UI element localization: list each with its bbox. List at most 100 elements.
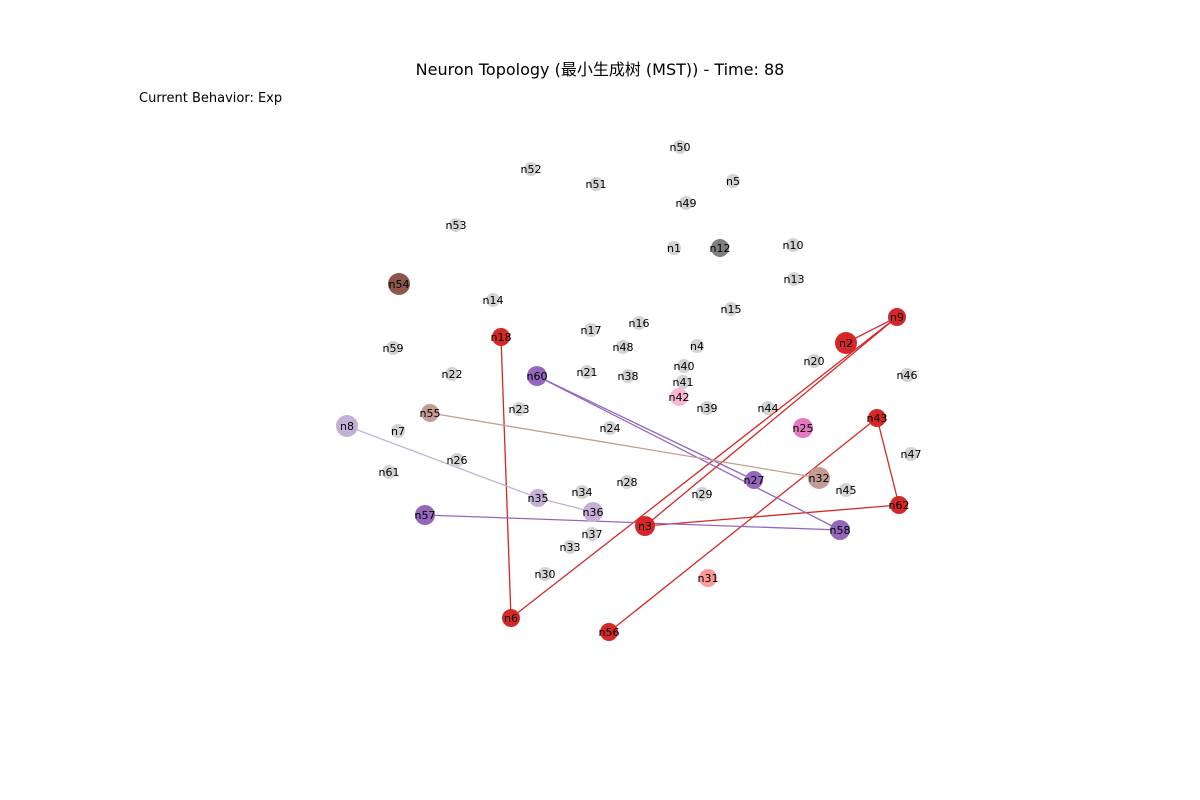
node-label-n32: n32 [809,472,830,485]
node-label-n56: n56 [599,626,620,639]
node-n52: n52 [521,162,542,176]
node-circle-n61 [382,465,396,479]
node-n45: n45 [836,483,856,497]
node-label-n39: n39 [697,402,718,415]
node-circle-n6 [502,609,520,627]
node-circle-n48 [616,340,630,354]
node-label-n3: n3 [638,520,652,533]
node-n29: n29 [692,487,712,501]
edge-n62-n43 [876,417,900,506]
node-label-n7: n7 [391,425,405,438]
node-circle-n39 [700,401,714,415]
node-n26: n26 [447,453,468,467]
node-n7: n7 [391,424,405,438]
node-n14: n14 [483,293,504,307]
node-circle-n23 [512,402,526,416]
node-label-n28: n28 [617,476,638,489]
node-circle-n51 [589,177,603,191]
figure-title: Neuron Topology (最小生成树 (MST)) - Time: 88 [415,60,785,79]
node-circle-n59 [386,341,400,355]
node-n21: n21 [577,365,598,379]
node-n39: n39 [697,401,718,415]
node-n61: n61 [379,465,400,479]
node-label-n43: n43 [867,412,888,425]
node-label-n23: n23 [509,403,530,416]
node-label-n52: n52 [521,163,542,176]
node-label-n17: n17 [581,324,602,337]
node-circle-n3 [635,516,655,536]
node-circle-n58 [830,520,850,540]
node-circle-n7 [391,424,405,438]
node-label-n59: n59 [383,342,404,355]
node-label-n41: n41 [673,376,694,389]
node-label-n6: n6 [504,612,518,625]
node-circle-n2 [835,332,857,354]
node-circle-n50 [673,140,687,154]
node-n16: n16 [629,316,650,330]
node-label-n58: n58 [830,524,851,537]
node-label-n18: n18 [491,331,512,344]
node-label-n14: n14 [483,294,504,307]
node-label-n60: n60 [527,370,548,383]
node-n32: n32 [808,467,830,489]
node-label-n53: n53 [446,219,467,232]
node-label-n9: n9 [890,311,904,324]
node-circle-n30 [538,567,552,581]
node-label-n5: n5 [726,175,740,188]
node-circle-n40 [677,359,691,373]
node-circle-n60 [527,366,547,386]
node-label-n30: n30 [535,568,556,581]
node-label-n40: n40 [674,360,695,373]
node-n15: n15 [721,302,741,316]
node-label-n55: n55 [420,407,441,420]
node-circle-n45 [839,483,853,497]
node-circle-n28 [620,475,634,489]
node-circle-n35 [529,489,547,507]
node-n31: n31 [698,569,718,587]
node-n40: n40 [674,359,695,373]
node-label-n2: n2 [839,337,853,350]
node-n62: n62 [889,496,909,514]
node-label-n27: n27 [744,474,765,487]
node-circle-n57 [415,505,435,525]
node-n42: n42 [669,388,689,406]
edge-n8-n35 [346,425,539,499]
node-circle-n17 [584,323,598,337]
node-circle-n44 [761,401,775,415]
node-n57: n57 [415,505,435,525]
node-n38: n38 [618,369,638,383]
node-n53: n53 [446,218,467,232]
node-label-n21: n21 [577,366,598,379]
node-circle-n33 [563,540,577,554]
node-label-n16: n16 [629,317,650,330]
node-circle-n8 [336,415,358,437]
node-n58: n58 [830,520,851,540]
node-n49: n49 [676,196,696,210]
node-circle-n49 [679,196,693,210]
node-n24: n24 [600,421,620,435]
node-circle-n43 [868,409,886,427]
node-n17: n17 [581,323,602,337]
node-circle-n15 [724,302,738,316]
edge-n18-n6 [500,336,512,619]
node-label-n10: n10 [783,239,804,252]
node-circle-n27 [745,471,763,489]
node-label-n61: n61 [379,466,400,479]
node-n13: n13 [784,272,804,286]
node-n33: n33 [560,540,580,554]
node-n50: n50 [670,140,690,154]
edge-layer [346,316,900,633]
node-n59: n59 [383,341,404,355]
node-circle-n18 [492,328,510,346]
node-n55: n55 [420,404,441,422]
edge-n9-n3 [644,316,898,527]
node-n51: n51 [586,177,606,191]
node-n6: n6 [502,609,520,627]
node-n47: n47 [901,447,921,461]
node-circle-n26 [450,453,464,467]
node-circle-n54 [388,273,410,295]
node-label-n26: n26 [447,454,468,467]
node-circle-n20 [807,354,821,368]
node-circle-n21 [580,365,594,379]
